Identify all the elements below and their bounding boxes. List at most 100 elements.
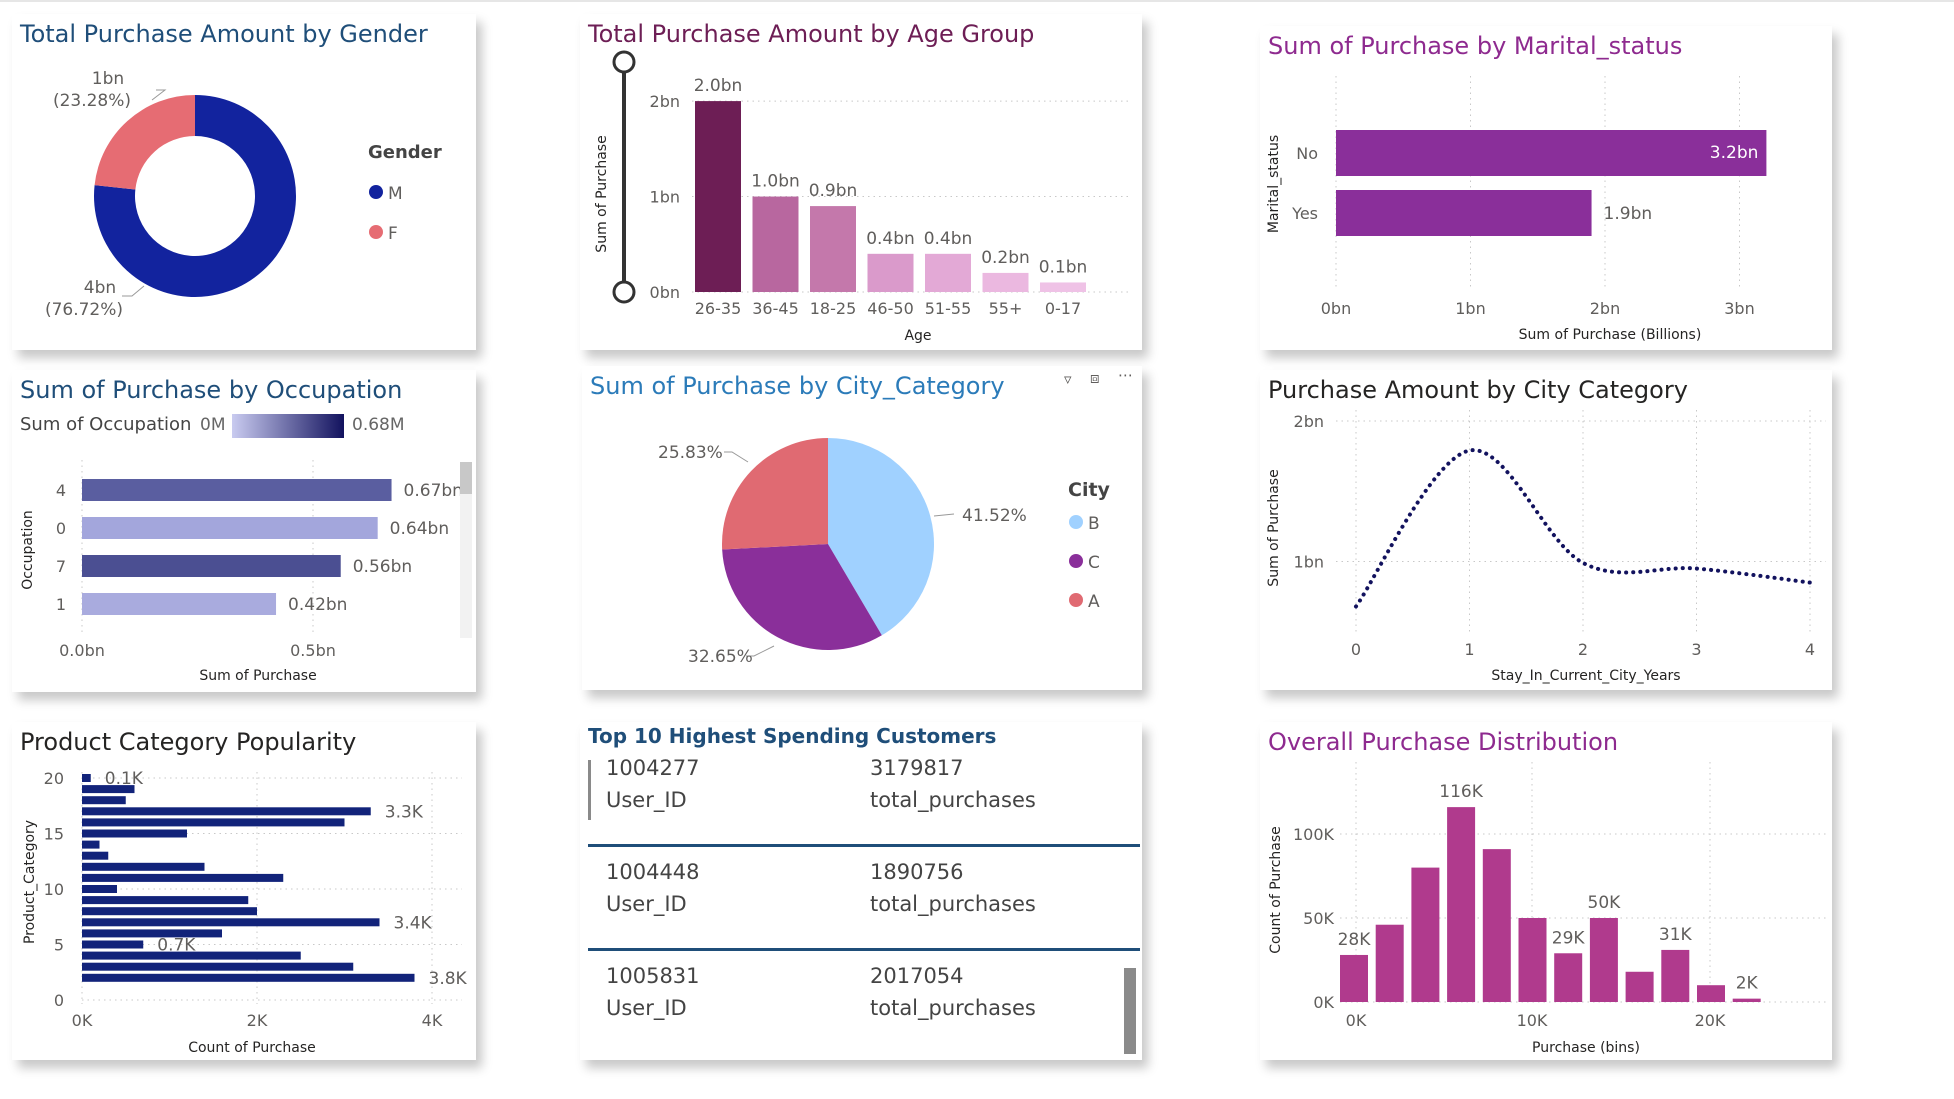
bar-occupation-0 [82, 517, 378, 539]
histogram-bar [1625, 971, 1654, 1002]
y-tick-label: 2bn [650, 92, 680, 111]
x-axis-title: Stay_In_Current_City_Years [1491, 668, 1680, 684]
gender-donut-chart: 1bn(23.28%) 4bn(76.72%) Gender MF [45, 69, 442, 320]
city-category-pie-card[interactable]: Sum of Purchase by City_Category ▿ ⧈ ⋯ 4… [582, 366, 1142, 690]
x-tick-label: 0bn [1321, 299, 1351, 318]
bar-occupation-4 [82, 479, 392, 501]
bar-category-13 [82, 851, 109, 860]
bar-category-9 [82, 896, 249, 905]
donut-slice-M [94, 95, 297, 297]
bar-category-11 [82, 873, 284, 882]
y-axis-title: Sum of Purchase [1266, 469, 1282, 586]
y-axis-title: Sum of Purchase [594, 135, 610, 252]
x-tick-label: 10K [1517, 1011, 1548, 1030]
bar-36-45 [752, 196, 799, 292]
bar-category-20 [82, 774, 91, 782]
total-purchases-label: total_purchases [870, 996, 1036, 1020]
occupation-bar-card[interactable]: Sum of Purchase by Occupation Sum of Occ… [12, 370, 476, 692]
legend-label-B: B [1088, 514, 1100, 534]
user-id-label: User_ID [606, 996, 687, 1020]
label-f-percent: (23.28%) [53, 91, 131, 111]
x-tick-label: 0-17 [1045, 299, 1081, 318]
filter-icon[interactable]: ▿ [1064, 370, 1072, 388]
bar-category-17 [82, 807, 371, 816]
user-id-value: 1004448 [606, 860, 700, 884]
x-tick-label: 51-55 [925, 299, 972, 318]
y-tick-label: 15 [44, 825, 64, 844]
x-tick-label: 2K [247, 1011, 268, 1030]
y-axis-title: Product_Category [22, 820, 38, 944]
data-label: 0.42bn [288, 595, 347, 615]
product-category-bar-chart: 0K 2K 4K 0 5 10 15 20 0.1K 3.3K 3.4K 0.7K 3.8K Produc… [22, 769, 468, 1056]
data-label: 116K [1439, 782, 1483, 802]
purchase-distribution-card[interactable]: Overall Purchase Distribution 0K 50K 100K 0… [1260, 722, 1832, 1060]
age-group-bar-card[interactable]: Total Purchase Amount by Age Group 0bn 1b… [580, 14, 1142, 350]
data-label: 41.52% [962, 506, 1027, 526]
legend-marker-M [369, 185, 383, 199]
marital-status-bar-card[interactable]: Sum of Purchase by Marital_status 0bn 1bn… [1260, 26, 1832, 350]
user-id-label: User_ID [606, 788, 687, 812]
data-label: 2.0bn [694, 76, 743, 96]
legend-label-A: A [1088, 592, 1100, 612]
data-label: 3.4K [394, 913, 433, 933]
bar-category-8 [82, 907, 257, 916]
y-tick-label: 1bn [650, 188, 680, 207]
bar-category-4 [82, 951, 301, 960]
table-row[interactable]: 1005831 User_ID 2017054 total_purchases [588, 964, 1140, 1032]
bar-category-12 [82, 862, 205, 871]
more-options-icon[interactable]: ⋯ [1118, 366, 1133, 384]
x-tick-label: 18-25 [810, 299, 857, 318]
total-purchases-value: 1890756 [870, 860, 964, 884]
scrollbar-track [460, 462, 472, 638]
y-tick-label: Yes [1291, 204, 1318, 223]
leader-line [746, 645, 775, 657]
table-row[interactable]: 1004448 User_ID 1890756 total_purchases [588, 860, 1140, 928]
bar-category-19 [82, 785, 135, 794]
y-axis-title: Count of Purchase [1268, 826, 1284, 954]
bar-category-3 [82, 962, 354, 971]
donut-slice-F [94, 95, 195, 190]
bar-18-25 [810, 206, 856, 292]
histogram-bar [1411, 867, 1440, 1002]
user-id-value: 1005831 [606, 964, 700, 988]
leader-line [933, 513, 955, 517]
x-tick-label: 4K [422, 1011, 443, 1030]
histogram-bar [1732, 998, 1761, 1002]
top-customers-table-card[interactable]: Top 10 Highest Spending Customers 100427… [580, 722, 1142, 1060]
bar-Yes [1336, 190, 1592, 236]
y-axis-slider-handle [612, 280, 636, 304]
x-tick-label: 0 [1351, 640, 1361, 659]
focus-mode-icon[interactable]: ⧈ [1090, 369, 1100, 387]
histogram-bar [1518, 918, 1547, 1002]
x-axis-title: Purchase (bins) [1532, 1040, 1640, 1056]
x-tick-label: 1bn [1455, 299, 1485, 318]
y-tick-label: 0K [1313, 993, 1334, 1012]
leader-line [151, 89, 167, 101]
total-purchases-label: total_purchases [870, 892, 1036, 916]
bar-occupation-1 [82, 593, 277, 615]
table-scrollbar[interactable] [1124, 968, 1136, 1054]
y-tick-label: 50K [1303, 909, 1334, 928]
data-label: 31K [1659, 925, 1693, 945]
y-tick-label: 4 [56, 481, 66, 500]
row-divider [588, 948, 1140, 951]
legend-min-label: 0M [200, 415, 225, 435]
data-label: 25.83% [658, 443, 723, 463]
y-tick-label: 1bn [1294, 553, 1324, 572]
row-divider [588, 844, 1140, 847]
card-title: Total Purchase Amount by Gender [20, 20, 428, 48]
data-label: 28K [1338, 930, 1372, 950]
product-category-bar-card[interactable]: Product Category Popularity 0K 2K 4K 0 5 10 15… [12, 722, 476, 1060]
label-m-value: 4bn [84, 278, 116, 298]
gender-donut-card[interactable]: Total Purchase Amount by Gender 1bn (23.2… [12, 14, 476, 350]
histogram-bar [1554, 953, 1583, 1002]
legend-title: Sum of Occupation [20, 414, 191, 435]
leader-line [122, 285, 145, 297]
stay-years-line-card[interactable]: Purchase Amount by City Category 1bn 2bn 0… [1260, 370, 1832, 690]
bar-category-14 [82, 840, 100, 849]
y-tick-label: 2bn [1294, 412, 1324, 431]
histogram-bar [1375, 924, 1404, 1002]
histogram-bar [1340, 954, 1368, 1002]
table-row[interactable]: 1004277 User_ID 3179817 total_purchases [588, 756, 1140, 824]
data-label: 50K [1588, 893, 1622, 913]
